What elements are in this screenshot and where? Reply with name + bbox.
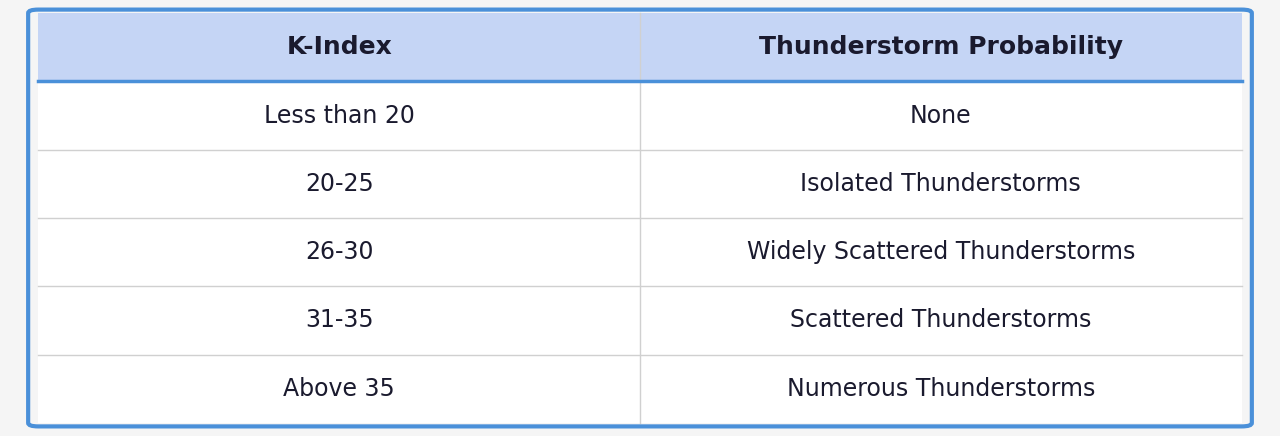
Text: Thunderstorm Probability: Thunderstorm Probability [759,35,1123,59]
Text: 31-35: 31-35 [305,308,374,333]
Text: Isolated Thunderstorms: Isolated Thunderstorms [800,172,1082,196]
Text: Widely Scattered Thunderstorms: Widely Scattered Thunderstorms [746,240,1135,264]
Text: Above 35: Above 35 [283,377,396,401]
Text: Numerous Thunderstorms: Numerous Thunderstorms [787,377,1094,401]
Text: 20-25: 20-25 [305,172,374,196]
Text: Scattered Thunderstorms: Scattered Thunderstorms [790,308,1092,333]
Text: Less than 20: Less than 20 [264,103,415,128]
Text: None: None [910,103,972,128]
Text: 26-30: 26-30 [305,240,374,264]
Text: K-Index: K-Index [287,35,392,59]
